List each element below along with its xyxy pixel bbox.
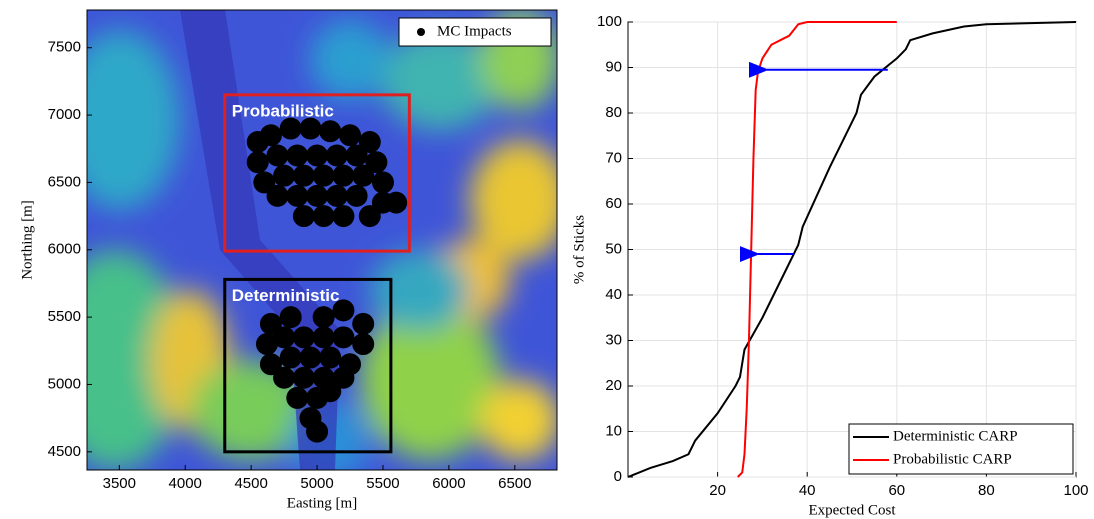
region-label: Deterministic bbox=[232, 286, 340, 305]
impact-point bbox=[267, 144, 289, 166]
x-tick-label: 4000 bbox=[169, 475, 202, 492]
y-tick-label: 80 bbox=[605, 104, 622, 121]
impact-point bbox=[332, 205, 354, 227]
impact-point bbox=[286, 387, 308, 409]
impact-point bbox=[306, 144, 328, 166]
y-tick-label: 4500 bbox=[48, 443, 81, 460]
y-tick-label: 5000 bbox=[48, 375, 81, 392]
impact-point bbox=[339, 124, 361, 146]
y-tick-label: 20 bbox=[605, 377, 622, 394]
page: {"chart_data": [ {"type": "scatter", "xl… bbox=[0, 0, 1094, 519]
impact-point bbox=[346, 185, 368, 207]
impact-point bbox=[326, 185, 348, 207]
y-tick-label: 30 bbox=[605, 331, 622, 348]
impact-point bbox=[319, 120, 341, 142]
impact-point bbox=[286, 144, 308, 166]
y-tick-label: 70 bbox=[605, 149, 622, 166]
impact-point bbox=[293, 205, 315, 227]
impact-point bbox=[352, 333, 374, 355]
impact-point bbox=[273, 367, 295, 389]
impact-point bbox=[273, 165, 295, 187]
impact-point bbox=[313, 326, 335, 348]
figure: 3500 4000 4500 5000 5500 6000 6500 4500 5000 5500… bbox=[0, 0, 1094, 519]
y-tick-label: 7000 bbox=[48, 106, 81, 123]
y-tick-label: 60 bbox=[605, 195, 622, 212]
impact-point bbox=[306, 185, 328, 207]
y-tick-label: 0 bbox=[614, 468, 622, 485]
legend-label: MC Impacts bbox=[437, 23, 512, 39]
impact-point bbox=[293, 326, 315, 348]
y-tick-label: 100 bbox=[597, 13, 622, 30]
impact-point bbox=[273, 326, 295, 348]
x-axis-label: Easting [m] bbox=[287, 495, 357, 511]
impact-point bbox=[280, 306, 302, 328]
impact-point bbox=[352, 165, 374, 187]
x-tick-label: 5500 bbox=[366, 475, 399, 492]
impact-point bbox=[306, 421, 328, 443]
impact-point bbox=[280, 347, 302, 369]
impact-point bbox=[293, 165, 315, 187]
y-tick-label: 6500 bbox=[48, 173, 81, 190]
y-tick-label: 40 bbox=[605, 286, 622, 303]
impact-point bbox=[332, 165, 354, 187]
x-tick-label: 6500 bbox=[498, 475, 531, 492]
y-tick-label: 50 bbox=[605, 240, 622, 257]
x-tick-label: 100 bbox=[1063, 482, 1088, 499]
impact-point bbox=[286, 185, 308, 207]
x-tick-label: 60 bbox=[888, 482, 905, 499]
impact-point bbox=[313, 165, 335, 187]
x-tick-label: 5000 bbox=[300, 475, 333, 492]
y-axis-label: Northing [m] bbox=[19, 200, 35, 280]
x-tick-label: 6000 bbox=[432, 475, 465, 492]
legend-label: Deterministic CARP bbox=[893, 428, 1018, 444]
impact-point bbox=[332, 326, 354, 348]
impact-point bbox=[267, 185, 289, 207]
impact-point bbox=[385, 192, 407, 214]
y-tick-label: 5500 bbox=[48, 308, 81, 325]
x-axis-label: Expected Cost bbox=[808, 502, 896, 518]
y-tick-label: 6000 bbox=[48, 241, 81, 258]
impact-point bbox=[280, 118, 302, 140]
impact-point bbox=[359, 205, 381, 227]
impact-point bbox=[299, 347, 321, 369]
impact-point bbox=[346, 144, 368, 166]
impact-point bbox=[260, 124, 282, 146]
impact-point bbox=[319, 380, 341, 402]
x-tick-label: 4500 bbox=[234, 475, 267, 492]
x-tick-label: 20 bbox=[709, 482, 726, 499]
y-tick-label: 7500 bbox=[48, 39, 81, 56]
impact-point bbox=[313, 205, 335, 227]
y-tick-label: 10 bbox=[605, 422, 622, 439]
x-tick-label: 80 bbox=[978, 482, 995, 499]
legend-marker bbox=[417, 28, 425, 36]
impact-point bbox=[313, 306, 335, 328]
x-tick-label: 3500 bbox=[103, 475, 136, 492]
legend-label: Probabilistic CARP bbox=[893, 451, 1012, 467]
impact-point bbox=[293, 367, 315, 389]
y-tick-label: 90 bbox=[605, 58, 622, 75]
impact-point bbox=[352, 313, 374, 335]
impact-point bbox=[247, 151, 269, 173]
x-tick-label: 40 bbox=[799, 482, 816, 499]
region-label: Probabilistic bbox=[232, 101, 334, 120]
impact-point bbox=[326, 144, 348, 166]
impact-point bbox=[319, 347, 341, 369]
impact-point bbox=[372, 171, 394, 193]
y-axis-label: % of Sticks bbox=[571, 215, 587, 284]
impact-point bbox=[299, 118, 321, 140]
